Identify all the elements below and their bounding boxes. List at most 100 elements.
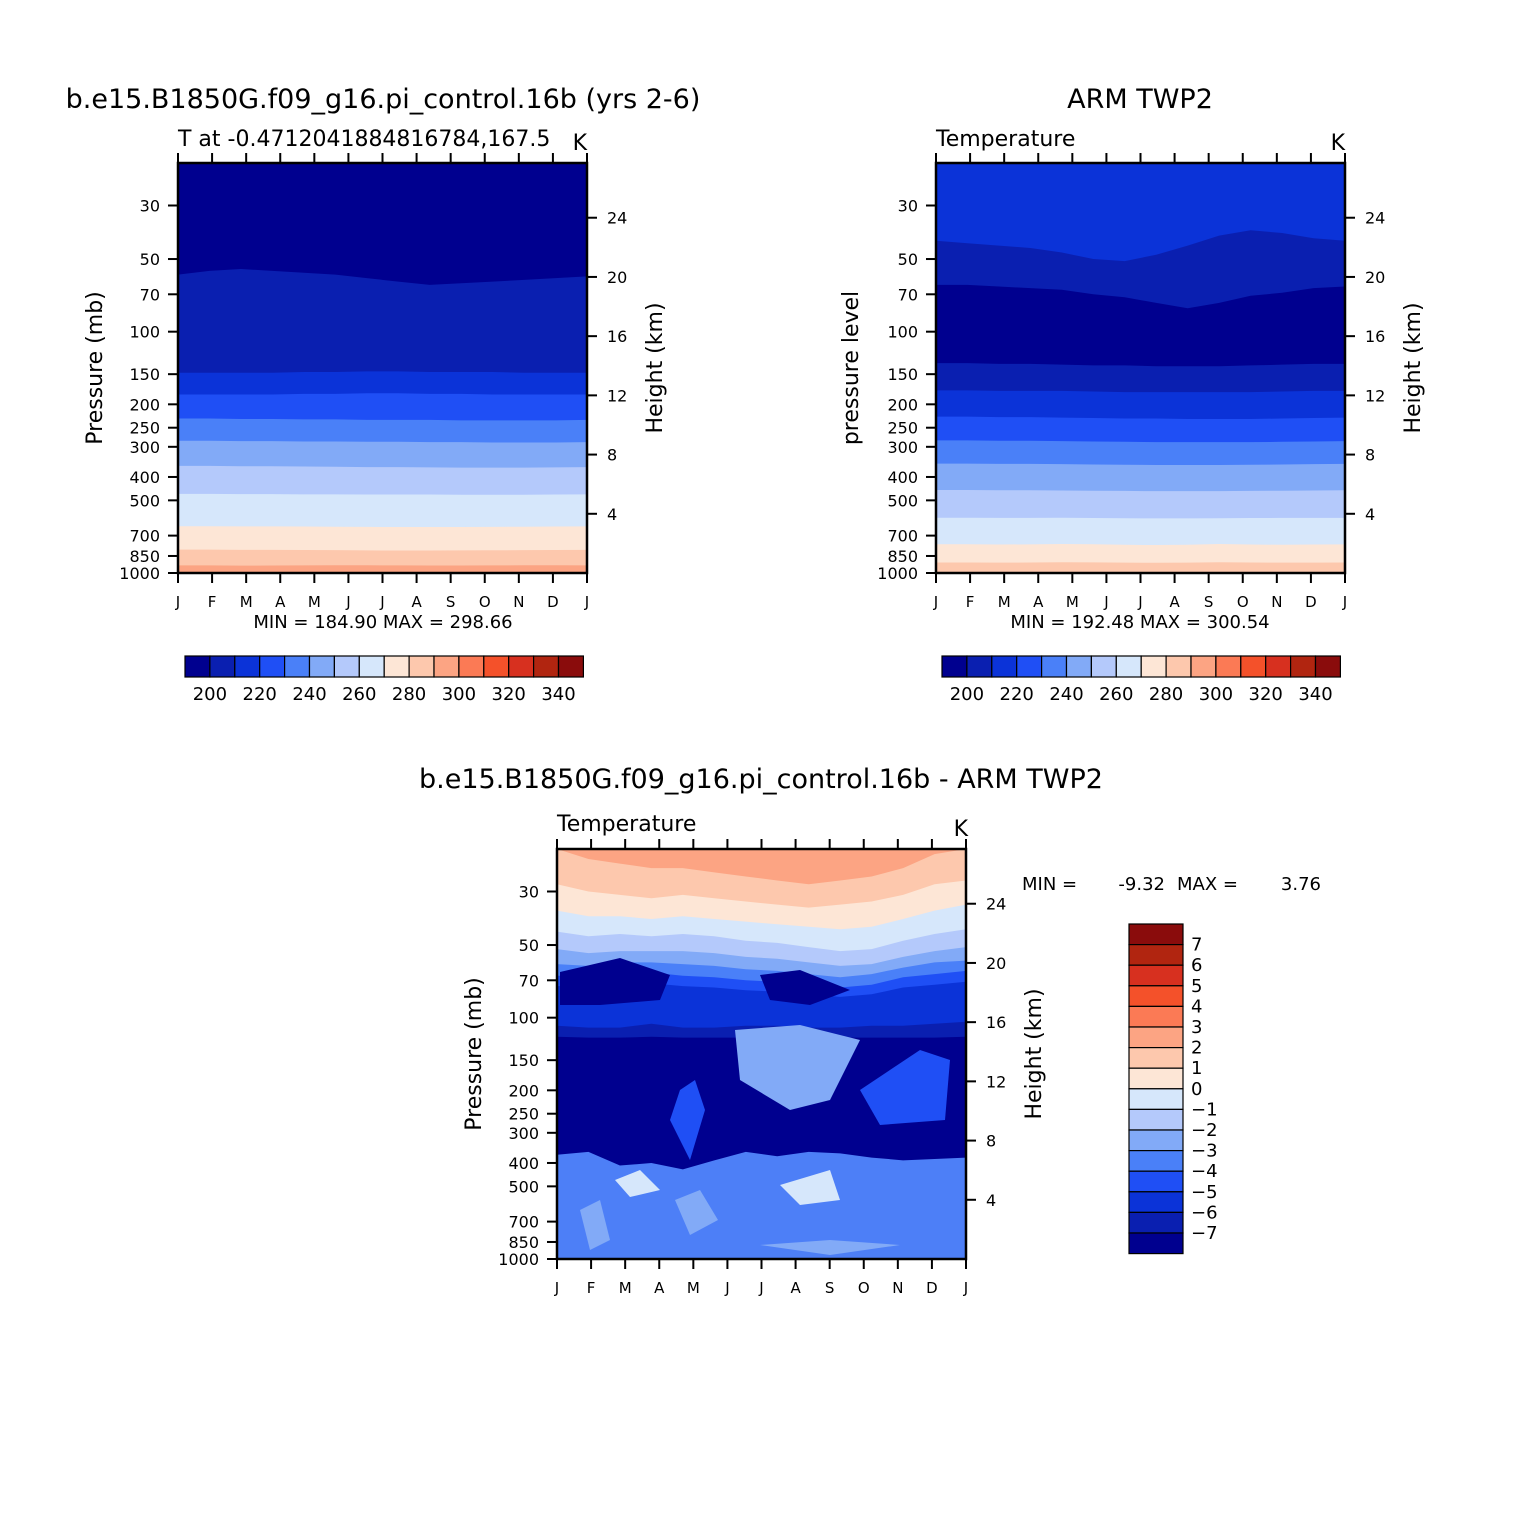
y-tick-label: 200 [887,395,918,414]
y2-tick-label: 16 [1365,327,1385,346]
panel-diff-y2label: Height (km) [1022,988,1047,1119]
colorbar-label: −6 [1191,1202,1218,1223]
x-tick-label: O [858,1279,870,1297]
contour-patch [780,1170,840,1205]
colorbar-cell [1265,655,1292,678]
y-tick-label: 200 [508,1081,539,1100]
colorbar-cell [1128,1046,1184,1069]
y-tick-label: 150 [887,365,918,384]
y2-tick-label: 12 [986,1072,1006,1091]
y-tick-label: 150 [129,365,160,384]
contour-band [557,1151,966,1259]
panel-model-subtitle-left: T at -0.4712041884816784,167.5 [177,127,550,152]
x-tick-label: S [446,593,456,611]
colorbar-cell [1016,655,1043,678]
x-tick-label: M [308,593,321,611]
panel-model-subtitle-right: K [573,131,588,156]
colorbar-cell [358,655,385,678]
panel-model-contours [178,163,587,573]
x-tick-label: J [963,1279,968,1297]
colorbar-cell [1065,655,1092,678]
x-tick-label: D [926,1279,938,1297]
colorbar-cell [433,655,460,678]
y-tick-label: 250 [129,419,160,438]
panel-obs-y2label: Height (km) [1401,302,1426,433]
x-tick-label: S [825,1279,835,1297]
y-tick-label: 500 [508,1177,539,1196]
colorbar-label: 280 [1149,684,1183,705]
colorbar-cell [1140,655,1167,678]
y-tick-label: 400 [129,468,160,487]
y-tick-label: 100 [129,323,160,342]
y-tick-label: 250 [508,1105,539,1124]
x-tick-label: M [240,593,253,611]
x-tick-label: J [584,593,589,611]
contour-patch [580,1200,610,1250]
colorbar-label: 2 [1191,1038,1202,1059]
contour-band [178,565,587,573]
colorbar-label: 200 [950,684,984,705]
y2-tick-label: 20 [607,268,627,287]
panel-diff-subtitle-left: Temperature [556,812,696,837]
x-tick-label: N [892,1279,903,1297]
panel-diff-stats-max-label: MAX = [1177,874,1238,895]
y-tick-label: 300 [887,438,918,457]
contour-patch [670,1080,705,1160]
y2-tick-label: 16 [986,1013,1006,1032]
colorbar-label: 200 [193,684,227,705]
colorbar-cell [991,655,1018,678]
x-tick-label: A [1033,593,1044,611]
y2-tick-label: 16 [607,327,627,346]
y-tick-label: 400 [508,1154,539,1173]
y-tick-label: 70 [519,971,539,990]
colorbar-label: −1 [1191,1099,1218,1120]
panel-model-stats: MIN = 184.90 MAX = 298.66 [253,612,512,633]
x-tick-label: J [345,593,350,611]
y2-tick-label: 24 [607,209,627,228]
y-tick-label: 50 [898,250,918,269]
y2-tick-label: 12 [607,386,627,405]
x-tick-label: J [554,1279,559,1297]
y-tick-label: 30 [519,882,539,901]
x-tick-label: S [1204,593,1214,611]
colorbar-cell [234,655,261,678]
y-tick-label: 50 [519,936,539,955]
panel-diff: b.e15.B1850G.f09_g16.pi_control.16b - AR… [419,764,1321,1297]
panel-obs-subtitle-right: K [1331,131,1346,156]
x-tick-label: A [654,1279,665,1297]
colorbar-cell [333,655,360,678]
panel-model-y2label: Height (km) [643,302,668,433]
y-tick-label: 70 [140,285,160,304]
colorbar-cell [966,655,993,678]
panel-obs-colorbar: 200 220 240 260 280 300 320 340 [941,655,1341,705]
x-tick-label: M [998,593,1011,611]
colorbar-cell [1090,655,1117,678]
x-tick-label: M [619,1279,632,1297]
colorbar-label: 7 [1191,935,1202,956]
colorbar-cell [1128,1005,1184,1028]
contour-patch [760,1240,900,1255]
colorbar-cell [508,655,535,678]
colorbar-label: 280 [392,684,426,705]
x-tick-label: A [790,1279,801,1297]
colorbar-cell [184,655,211,678]
colorbar-label: −7 [1191,1223,1218,1244]
panel-model-colorbar: 200 220 240 260 280 300 320 340 [184,655,584,705]
colorbar-label: 1 [1191,1058,1202,1079]
y-tick-label: 1000 [119,564,160,583]
colorbar-label: 3 [1191,1017,1202,1038]
colorbar-cell [1128,964,1184,987]
colorbar-cell [1190,655,1217,678]
y-tick-label: 50 [140,250,160,269]
panel-obs-ylabel: pressure level [839,291,864,445]
colorbar-cell [1128,1129,1184,1152]
colorbar-label: 300 [1199,684,1233,705]
x-tick-label: M [1066,593,1079,611]
x-tick-label: A [275,593,286,611]
colorbar-cell [941,655,968,678]
colorbar-cell [1128,943,1184,966]
y-tick-label: 30 [140,196,160,215]
